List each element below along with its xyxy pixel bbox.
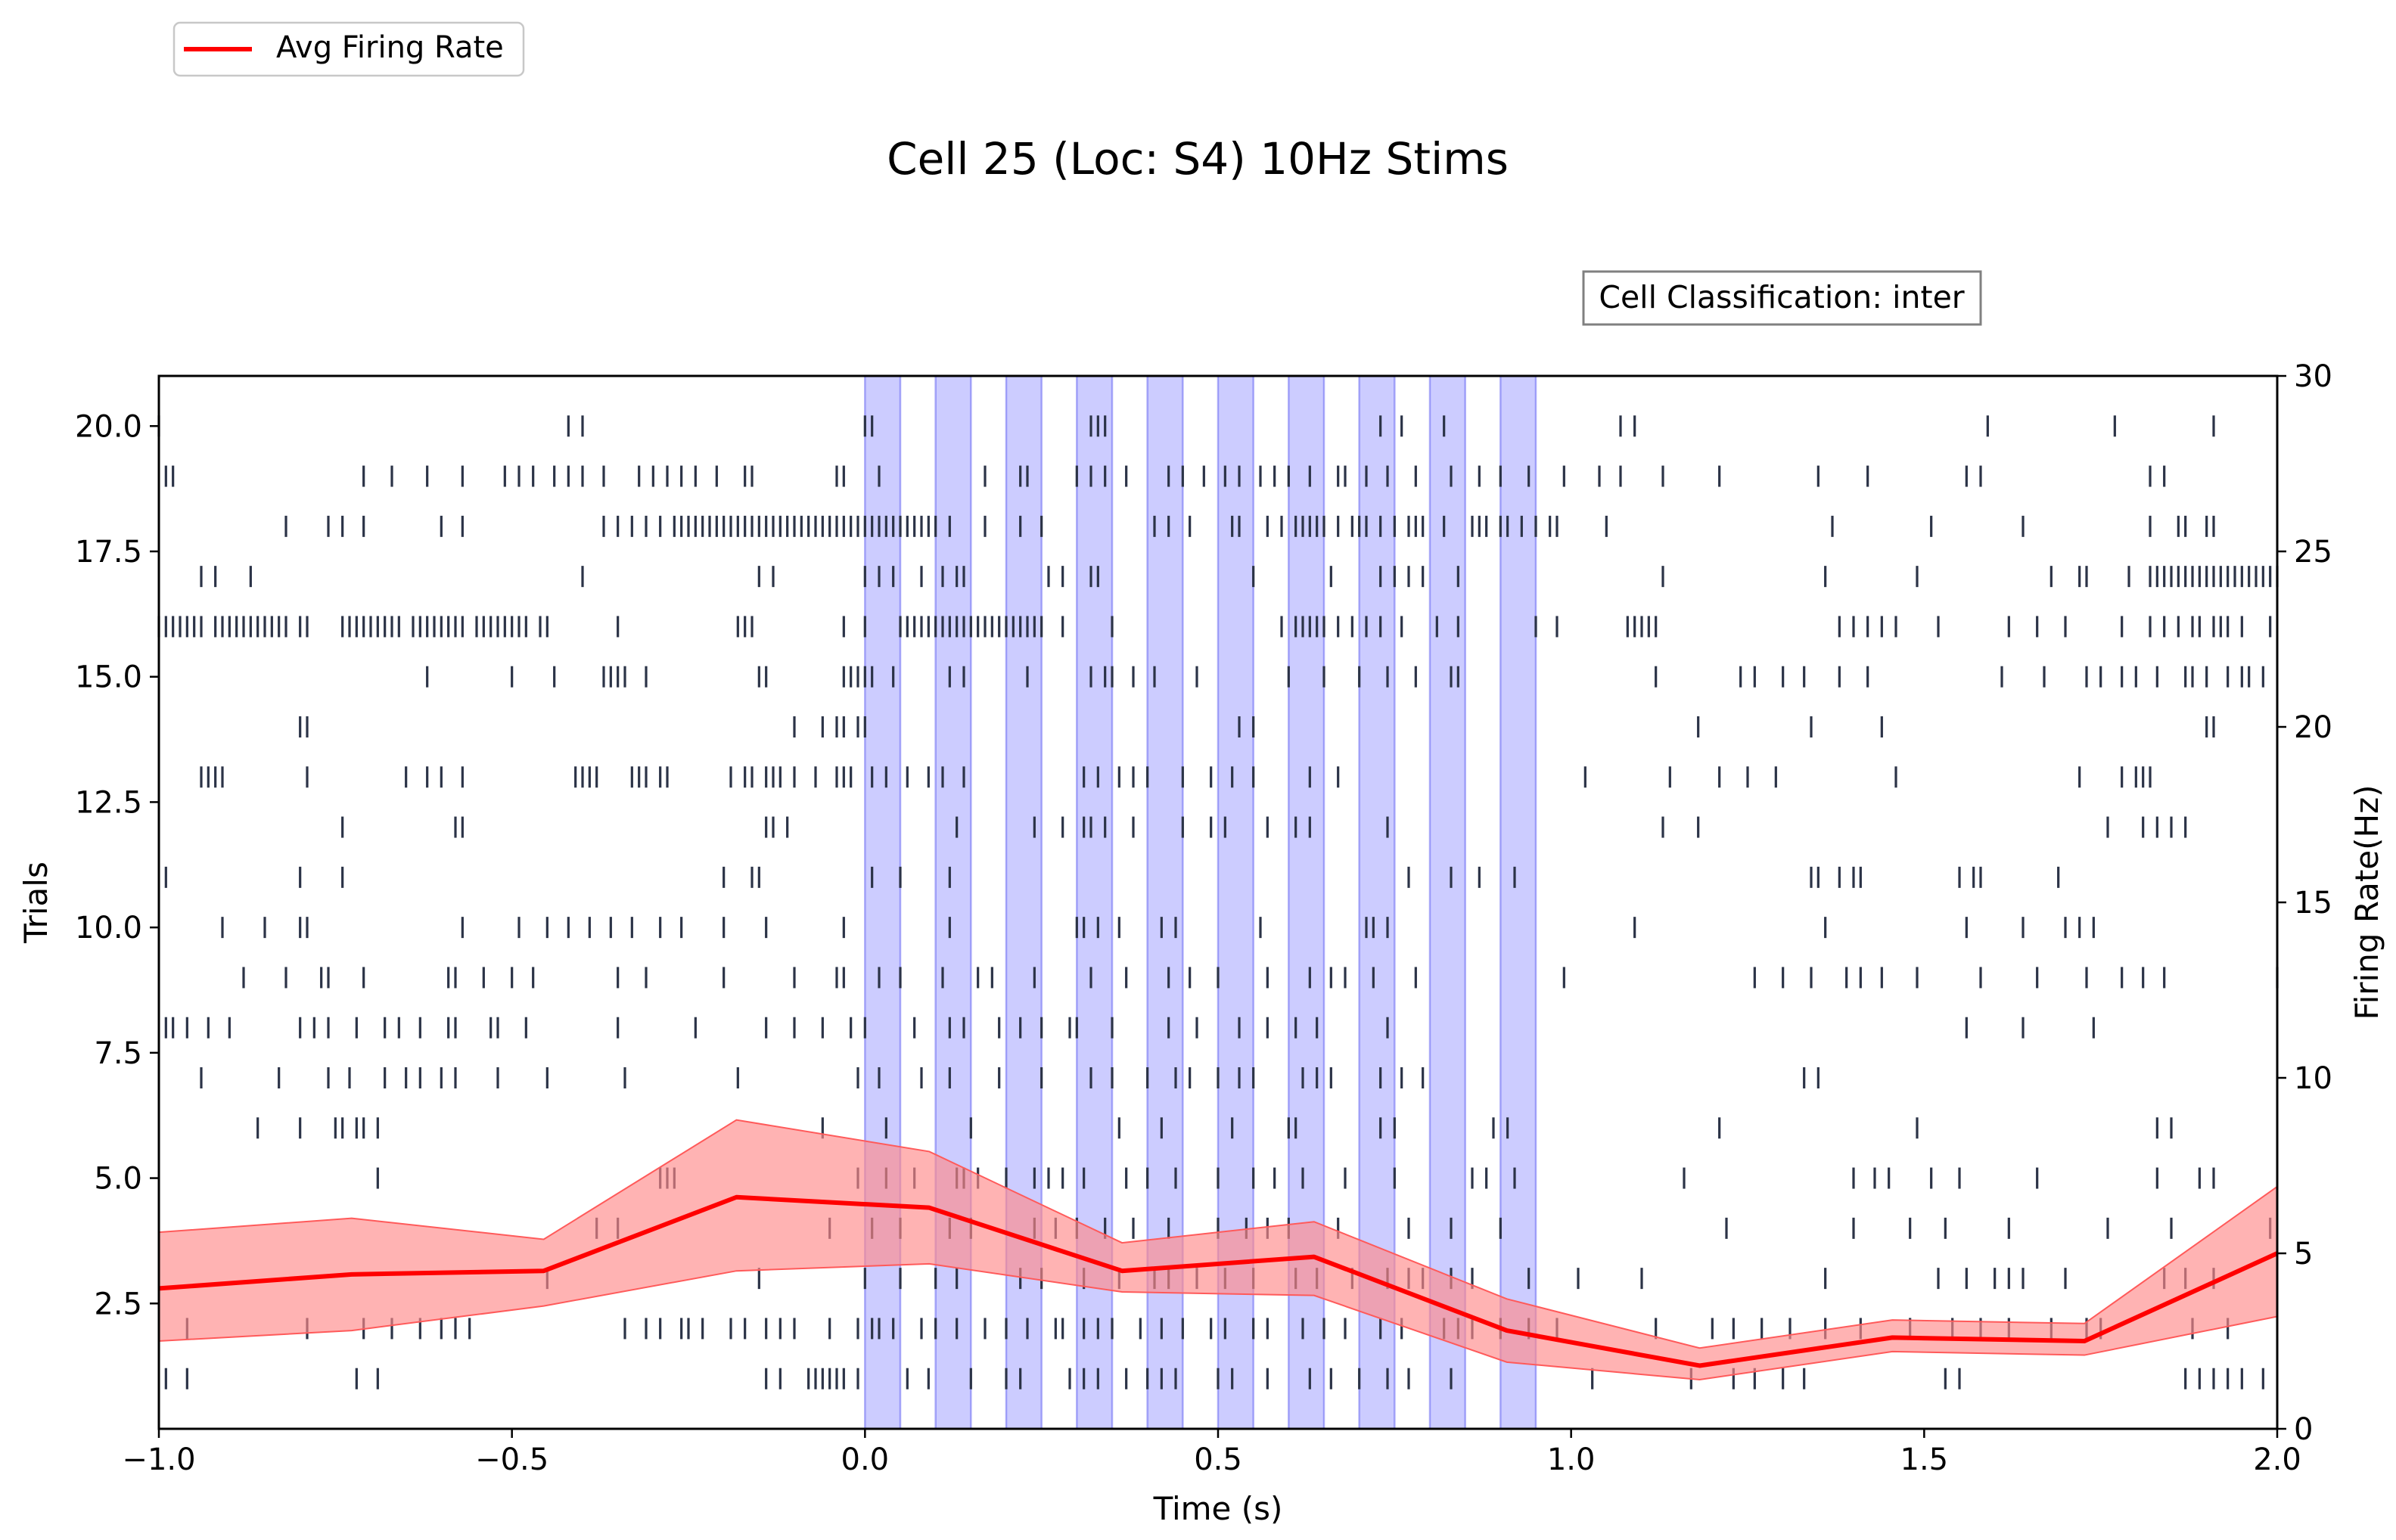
y-tick-label: 20.0 xyxy=(75,409,142,444)
legend-label: Avg Firing Rate xyxy=(276,30,504,65)
y2-tick-label: 30 xyxy=(2294,359,2332,394)
x-axis-label: Time (s) xyxy=(1153,1490,1283,1527)
y-tick-label: 10.0 xyxy=(75,911,142,945)
x-tick-label: 1.5 xyxy=(1900,1442,1949,1477)
y2-tick-label: 15 xyxy=(2294,886,2332,921)
firing-rate-line xyxy=(158,1194,2279,1368)
stim-window xyxy=(1499,374,1537,1430)
chart-title: Cell 25 (Loc: S4) 10Hz Stims xyxy=(887,133,1509,185)
y2-tick-label: 0 xyxy=(2294,1412,2313,1447)
y-tick-label: 5.0 xyxy=(94,1162,142,1197)
stim-window xyxy=(934,374,972,1430)
y-tick-label: 2.5 xyxy=(94,1287,142,1321)
x-tick-label: 0.0 xyxy=(841,1442,890,1477)
classification-box: Cell Classification: inter xyxy=(1582,270,1982,326)
legend: Avg Firing Rate xyxy=(172,21,525,77)
y-axis-ticks: 2.5 5.0 7.5 10.0 12.5 15.0 17.5 20.0 xyxy=(75,409,159,1321)
y-tick-label: 17.5 xyxy=(75,535,142,570)
x-axis-ticks: −1.0 −0.5 0.0 0.5 1.0 1.5 2.0 xyxy=(122,1429,2301,1477)
classification-text: Cell Classification: inter xyxy=(1599,279,1964,315)
x-tick-label: 2.0 xyxy=(2253,1442,2301,1477)
y2-tick-label: 5 xyxy=(2294,1237,2313,1271)
y2-tick-label: 10 xyxy=(2294,1061,2332,1096)
x-tick-label: 1.0 xyxy=(1547,1442,1596,1477)
y2-tick-label: 25 xyxy=(2294,535,2332,570)
y2-axis-label: Firing Rate(Hz) xyxy=(2348,784,2385,1020)
y-axis-label: Trials xyxy=(17,862,54,944)
y-tick-label: 15.0 xyxy=(75,660,142,695)
y-tick-label: 7.5 xyxy=(94,1036,142,1071)
legend-frame xyxy=(172,21,525,77)
stim-window xyxy=(1428,374,1466,1430)
y2-tick-label: 20 xyxy=(2294,710,2332,745)
x-tick-label: −0.5 xyxy=(475,1442,549,1477)
stim-window xyxy=(864,374,902,1430)
x-tick-label: −1.0 xyxy=(122,1442,195,1477)
y-tick-label: 12.5 xyxy=(75,785,142,820)
classification-frame xyxy=(1582,270,1982,326)
x-tick-label: 0.5 xyxy=(1194,1442,1242,1477)
y2-axis-ticks: 0 5 10 15 20 25 30 xyxy=(2277,359,2332,1447)
